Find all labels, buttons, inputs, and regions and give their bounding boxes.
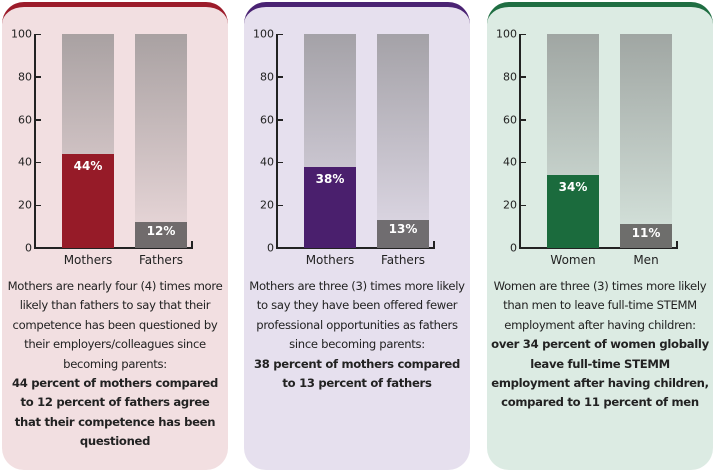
category-label: Fathers xyxy=(380,253,426,267)
y-tick-label: 100 xyxy=(496,27,517,41)
x-axis xyxy=(519,247,677,249)
caption: Mothers are nearly four (4) times more l… xyxy=(6,277,224,452)
x-axis-end-tick xyxy=(191,241,193,249)
category-label: Mothers xyxy=(305,253,355,267)
caption: Mothers are three (3) times more likely … xyxy=(248,277,466,393)
y-tick-label: 100 xyxy=(253,27,274,41)
x-axis xyxy=(276,247,434,249)
category-label: Fathers xyxy=(138,253,184,267)
category-label: Women xyxy=(550,253,596,267)
bar-value-label: 13% xyxy=(388,222,418,237)
y-tick xyxy=(520,247,526,249)
bar-mothers xyxy=(304,166,356,248)
y-tick-label: 80 xyxy=(18,70,32,84)
y-tick xyxy=(277,247,283,249)
y-tick-label: 0 xyxy=(510,241,517,255)
caption: Women are three (3) times more likely th… xyxy=(491,277,709,413)
y-tick xyxy=(277,33,283,35)
caption-text: Women are three (3) times more likely th… xyxy=(493,279,707,332)
y-tick xyxy=(35,76,41,78)
bar-chart: 0 20 40 60 80 100 38% Mothers 13% Fathers xyxy=(244,7,470,277)
y-tick xyxy=(277,76,283,78)
y-tick xyxy=(520,119,526,121)
category-label: Mothers xyxy=(63,253,113,267)
caption-text: Mothers are nearly four (4) times more l… xyxy=(7,279,223,371)
y-tick-label: 40 xyxy=(503,155,517,169)
y-tick xyxy=(35,161,41,164)
caption-text: Mothers are three (3) times more likely … xyxy=(249,279,465,352)
x-axis xyxy=(34,247,192,249)
y-tick-label: 80 xyxy=(260,70,274,84)
y-tick xyxy=(35,33,41,35)
bar-background xyxy=(377,34,429,248)
bar-value-label: 34% xyxy=(558,180,588,195)
bar-chart: 0 20 40 60 80 100 34% Women 11% Men xyxy=(487,7,713,277)
y-tick-label: 40 xyxy=(18,155,32,169)
x-axis-end-tick xyxy=(676,241,678,249)
bar-women xyxy=(547,175,599,248)
y-tick-label: 20 xyxy=(18,198,32,212)
y-tick-label: 20 xyxy=(503,198,517,212)
y-tick-label: 100 xyxy=(11,27,32,41)
chart-panel: 0 20 40 60 80 100 38% Mothers 13% Fathers Mothers … xyxy=(244,2,470,470)
bar-men xyxy=(620,224,672,248)
y-tick xyxy=(277,161,283,164)
chart-panel: 0 20 40 60 80 100 44% Mothers 12% Fathers Mothers … xyxy=(2,2,228,470)
y-tick xyxy=(520,76,526,78)
chart-panel: 0 20 40 60 80 100 34% Women 11% Men Women are thre… xyxy=(487,2,713,470)
y-tick-label: 80 xyxy=(503,70,517,84)
y-tick-label: 60 xyxy=(503,113,517,127)
bar-value-label: 11% xyxy=(631,226,661,241)
y-tick-label: 60 xyxy=(18,113,32,127)
x-axis-end-tick xyxy=(433,241,435,249)
bar-value-label: 12% xyxy=(146,224,176,239)
y-tick-label: 40 xyxy=(260,155,274,169)
bar-mothers xyxy=(62,153,114,248)
bar-value-label: 38% xyxy=(315,171,345,186)
y-tick-label: 60 xyxy=(260,113,274,127)
y-tick xyxy=(35,119,41,121)
y-tick xyxy=(35,204,41,207)
bar-fathers xyxy=(377,220,429,248)
caption-highlight: 44 percent of mothers compared to 12 per… xyxy=(12,376,218,449)
bar-background xyxy=(620,34,672,248)
bar-value-label: 44% xyxy=(73,158,103,173)
bar-chart: 0 20 40 60 80 100 44% Mothers 12% Fathers xyxy=(2,7,228,277)
category-label: Men xyxy=(633,253,659,267)
bar-fathers xyxy=(135,222,187,248)
y-tick xyxy=(277,119,283,121)
y-tick-label: 20 xyxy=(260,198,274,212)
y-axis xyxy=(34,34,36,248)
y-tick xyxy=(277,204,283,207)
y-axis xyxy=(276,34,278,248)
caption-highlight: 38 percent of mothers compared to 13 per… xyxy=(254,356,460,391)
y-tick xyxy=(520,161,526,164)
bar-background xyxy=(135,34,187,248)
y-tick-label: 0 xyxy=(25,241,32,255)
y-tick xyxy=(520,33,526,35)
caption-highlight: over 34 percent of women globally leave … xyxy=(491,337,709,410)
y-axis xyxy=(519,34,521,248)
y-tick-label: 0 xyxy=(267,241,274,255)
y-tick xyxy=(520,204,526,207)
y-tick xyxy=(35,247,41,249)
